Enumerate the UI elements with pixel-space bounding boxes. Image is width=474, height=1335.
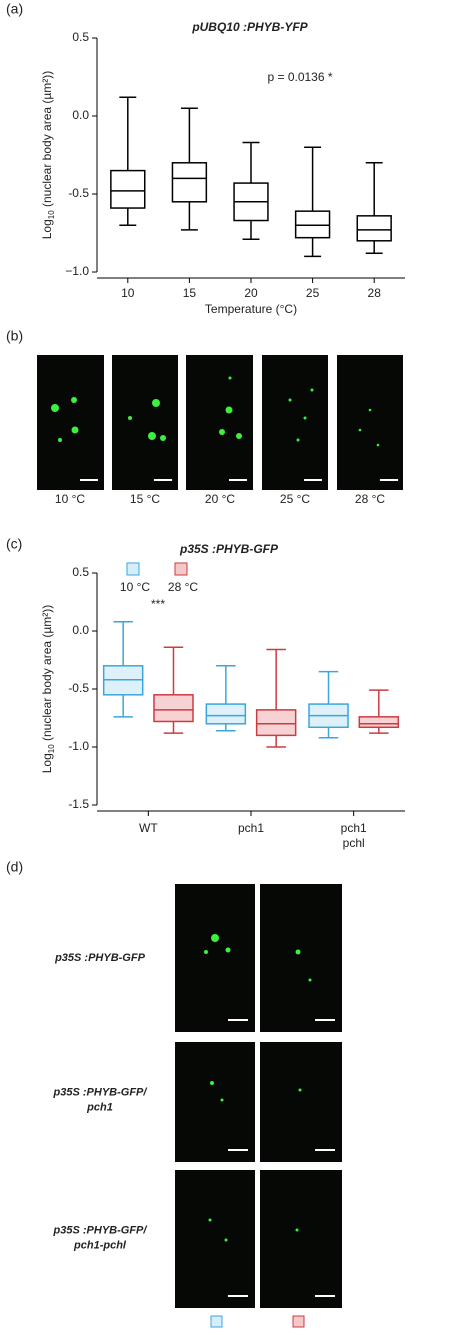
row-label: pch1-pchl <box>73 1239 127 1251</box>
box <box>255 709 297 737</box>
panel-label: (a) <box>6 1 23 17</box>
y-tick-label: -0.5 <box>68 186 89 200</box>
legend-label: 10 °C <box>120 580 150 594</box>
y-tick-label: 0.5 <box>72 565 89 579</box>
micrographs-d <box>175 884 342 1328</box>
x-tick-label: pch1 <box>238 821 264 835</box>
panel-label: (c) <box>6 536 22 552</box>
x-axis-label: Temperature (°C) <box>205 302 297 316</box>
x-tick-label: 28 <box>368 286 382 300</box>
legend-swatch <box>174 562 188 576</box>
chart-title: p35S :PHYB-GFP <box>179 542 279 556</box>
caption: 15 °C <box>130 492 160 506</box>
row-label: p35S :PHYB-GFP/ <box>53 1086 149 1098</box>
x-tick-label: pchl <box>343 836 365 850</box>
row-label: pch1 <box>86 1101 113 1113</box>
box <box>356 215 392 242</box>
annotation: p = 0.0136 * <box>267 70 332 84</box>
caption: 20 °C <box>205 492 235 506</box>
box <box>294 210 331 239</box>
y-tick-label: 0.0 <box>72 623 89 637</box>
panel-label: (b) <box>6 328 23 344</box>
box <box>205 703 247 725</box>
y-tick-label: -1.0 <box>68 739 89 753</box>
y-axis-label: Log10 (nuclear body area (µm²)) <box>40 71 56 240</box>
micrographs-b <box>37 355 403 490</box>
legend-label: 28 °C <box>168 580 198 594</box>
x-tick-label: WT <box>139 821 158 835</box>
caption: 25 °C <box>280 492 310 506</box>
y-axis-label: Log10 (nuclear body area (µm²)) <box>40 605 56 774</box>
y-label-part: Log <box>40 753 54 773</box>
row-label: p35S :PHYB-GFP <box>54 952 146 964</box>
caption: 28 °C <box>355 492 385 506</box>
x-tick-label: pch1 <box>341 821 367 835</box>
y-label-part: 10 <box>47 210 56 219</box>
y-label-part: (nuclear body area (µm²)) <box>40 71 54 211</box>
x-tick-label: 20 <box>244 286 258 300</box>
y-tick-label: -0.5 <box>68 681 89 695</box>
chart-title: pUBQ10 :PHYB-YFP <box>191 20 308 34</box>
y-label-part: 10 <box>47 744 56 753</box>
y-tick-label: −1.0 <box>65 264 89 278</box>
caption: 10 °C <box>55 492 85 506</box>
box <box>171 162 208 203</box>
y-label-part: (nuclear body area (µm²)) <box>40 605 54 745</box>
x-tick-label: 15 <box>183 286 197 300</box>
y-label-part: Log <box>40 219 54 239</box>
row-label: p35S :PHYB-GFP/ <box>53 1224 149 1236</box>
box <box>110 169 146 209</box>
annotation: *** <box>151 597 165 611</box>
y-tick-label: -1.5 <box>68 797 89 811</box>
x-tick-label: 25 <box>306 286 320 300</box>
y-tick-label: 0.0 <box>72 108 89 122</box>
legend-swatch <box>126 562 140 576</box>
y-tick-label: 0.5 <box>72 30 89 44</box>
box <box>153 694 194 723</box>
panel-label: (d) <box>6 859 23 875</box>
box <box>358 716 400 729</box>
x-tick-label: 10 <box>121 286 135 300</box>
